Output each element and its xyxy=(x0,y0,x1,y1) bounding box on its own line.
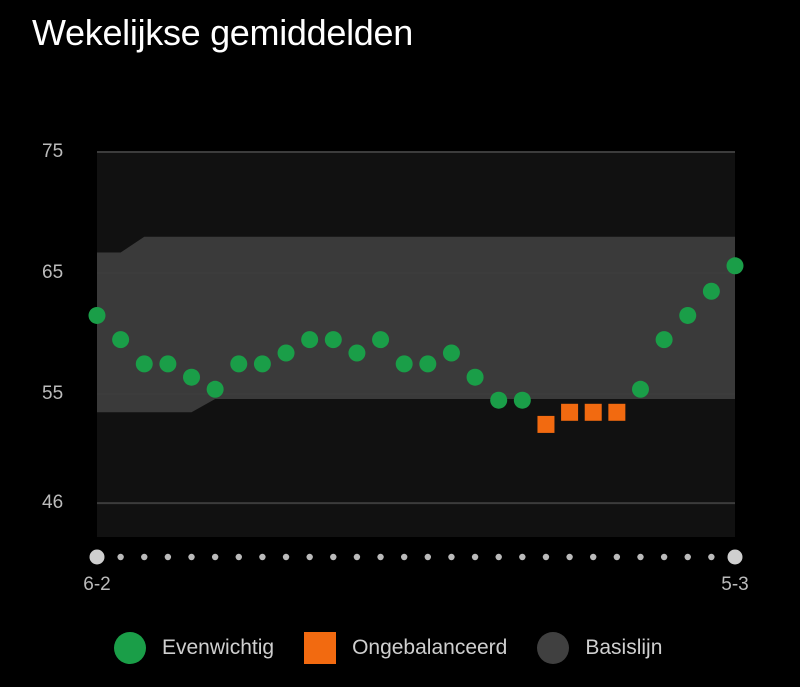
x-axis-week-dot xyxy=(164,553,172,561)
x-axis-week-dot xyxy=(259,553,266,561)
x-axis-week-dot xyxy=(519,553,526,561)
data-point-balanced xyxy=(490,391,508,409)
data-point-balanced xyxy=(679,306,697,324)
data-point-balanced xyxy=(442,344,460,362)
data-point-balanced xyxy=(726,257,744,275)
data-point-balanced xyxy=(702,282,720,300)
y-tick-label-55: 55 xyxy=(42,383,63,404)
data-point-unbalanced xyxy=(608,403,626,421)
x-axis-week-dot xyxy=(282,553,290,561)
y-tick-label-46: 46 xyxy=(42,492,63,513)
x-axis-week-dot xyxy=(684,553,691,561)
x-axis-week-dot xyxy=(306,553,313,561)
legend-item-baseline[interactable]: Basislijn xyxy=(537,632,662,664)
x-axis-week-dot xyxy=(235,553,242,561)
x-axis-week-dot xyxy=(448,553,455,561)
x-axis-week-dot xyxy=(377,553,384,561)
legend: Evenwichtig Ongebalanceerd Basislijn xyxy=(114,632,692,664)
legend-label-balanced: Evenwichtig xyxy=(162,636,275,659)
data-point-balanced xyxy=(159,355,177,373)
data-point-balanced xyxy=(135,355,153,373)
x-axis-week-dot xyxy=(495,553,502,561)
data-point-balanced xyxy=(419,355,437,373)
legend-item-balanced[interactable]: Evenwichtig xyxy=(114,632,274,664)
data-point-balanced xyxy=(88,306,106,324)
x-axis-week-dot xyxy=(471,553,479,561)
x-axis-week-dot xyxy=(660,553,668,561)
x-axis-week-dot xyxy=(613,553,621,561)
data-point-balanced xyxy=(372,331,390,349)
x-axis-week-dot xyxy=(637,553,644,561)
x-axis-week-dot xyxy=(566,553,573,561)
legend-item-unbalanced[interactable]: Ongebalanceerd xyxy=(304,632,507,664)
data-point-balanced xyxy=(301,331,319,349)
x-end-label: 5-3 xyxy=(721,574,748,595)
data-point-balanced xyxy=(395,355,413,373)
legend-swatch-balanced xyxy=(114,632,146,664)
x-axis-week-dot xyxy=(188,553,195,561)
x-axis-week-dot xyxy=(353,553,361,561)
data-point-balanced xyxy=(513,391,531,409)
legend-swatch-unbalanced xyxy=(304,632,337,664)
data-point-unbalanced xyxy=(561,403,579,421)
x-axis-week-dot xyxy=(424,553,432,561)
x-axis-start-dot xyxy=(89,549,105,565)
x-axis-week-dot xyxy=(542,553,550,561)
chart-title: Wekelijkse gemiddelden xyxy=(32,12,413,53)
legend-label-unbalanced: Ongebalanceerd xyxy=(352,636,508,659)
data-point-balanced xyxy=(206,380,224,398)
legend-swatch-baseline xyxy=(537,632,570,664)
x-axis-week-dot xyxy=(708,553,715,561)
data-point-balanced xyxy=(230,355,248,373)
data-point-balanced xyxy=(466,368,484,386)
data-point-unbalanced xyxy=(584,403,602,421)
data-point-balanced xyxy=(253,355,271,373)
data-point-balanced xyxy=(655,331,673,349)
x-axis-week-dot xyxy=(117,553,124,561)
data-point-balanced xyxy=(348,344,366,362)
y-tick-label-75: 75 xyxy=(42,141,63,162)
x-start-label: 6-2 xyxy=(83,574,110,595)
data-point-unbalanced xyxy=(537,415,555,433)
x-axis-week-dot xyxy=(590,553,597,561)
x-axis-week-dot xyxy=(330,553,337,561)
data-point-balanced xyxy=(112,331,130,349)
data-point-balanced xyxy=(324,331,342,349)
data-point-balanced xyxy=(631,380,649,398)
legend-label-baseline: Basislijn xyxy=(585,636,663,659)
x-axis-week-dot xyxy=(141,553,148,561)
data-point-balanced xyxy=(277,344,295,362)
x-axis-end-dot xyxy=(727,549,743,565)
y-tick-label-65: 65 xyxy=(42,262,63,283)
data-point-balanced xyxy=(183,368,201,386)
x-axis-week-dot xyxy=(211,553,219,561)
x-axis-week-dot xyxy=(400,553,408,561)
